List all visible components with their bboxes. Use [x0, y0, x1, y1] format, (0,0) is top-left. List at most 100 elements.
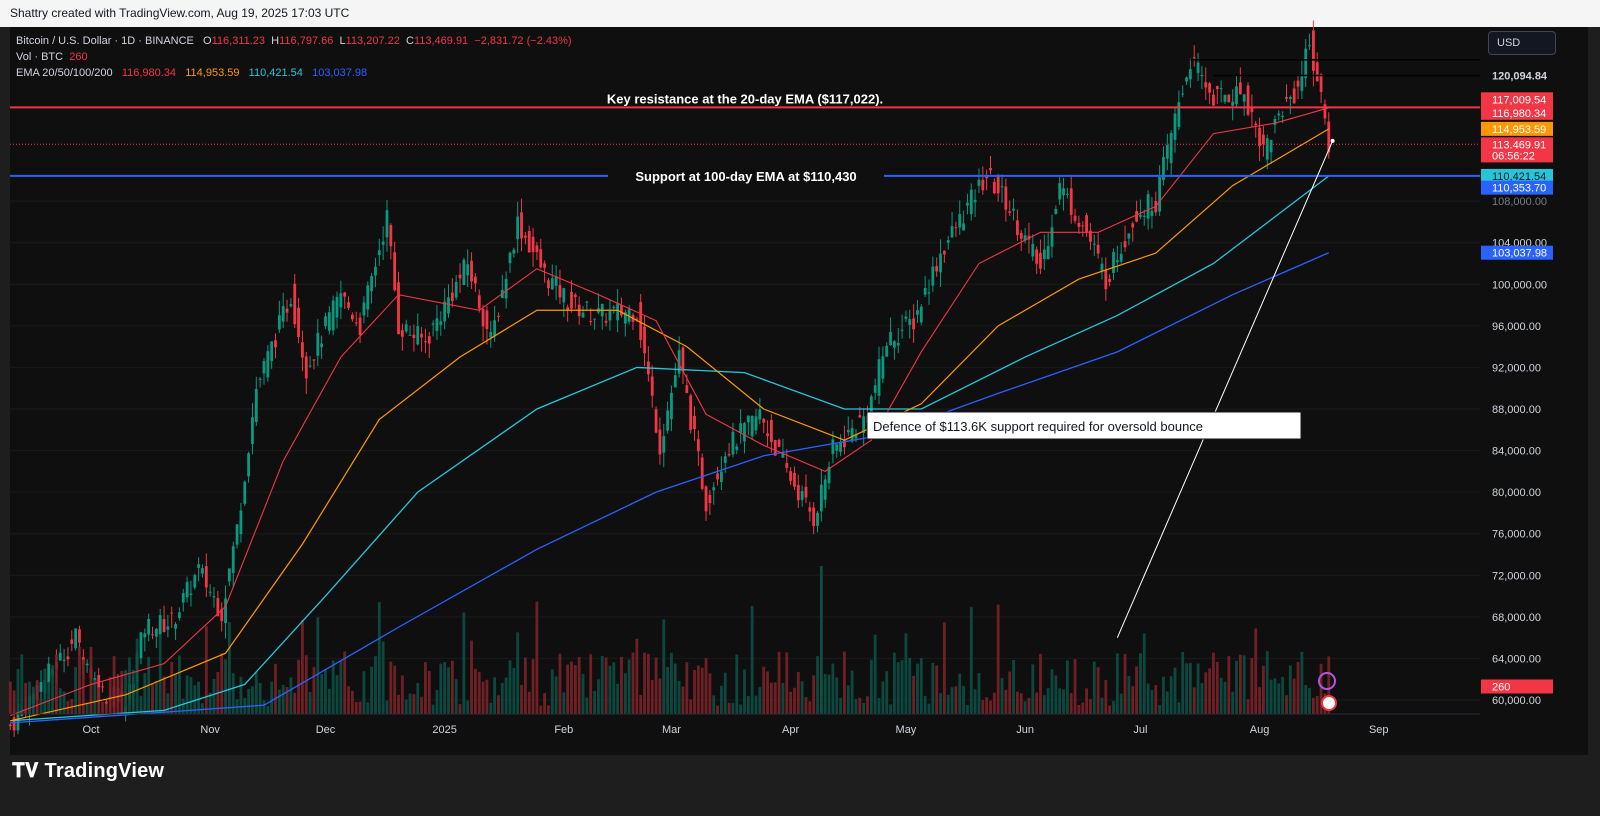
volume-bar [458, 704, 462, 714]
volume-bar [892, 652, 896, 714]
volume-bar [962, 685, 965, 714]
volume-bar [251, 686, 254, 714]
volume-bar [135, 638, 139, 714]
candle-body [862, 416, 866, 433]
volume-bar [166, 693, 170, 714]
volume-bar [1265, 651, 1269, 714]
price-tick-label: 80,000.00 [1492, 487, 1541, 499]
candle-body [912, 318, 916, 330]
volume-bar [316, 617, 320, 714]
volume-spike [819, 566, 823, 714]
brand-text: TradingView [44, 760, 165, 782]
volume-bar [1100, 697, 1104, 714]
volume-bar [543, 693, 546, 714]
volume-bar [1219, 677, 1223, 714]
candle-body [585, 301, 589, 303]
volume-bar [1112, 701, 1115, 714]
volume-bar [681, 686, 685, 714]
volume-bar [493, 677, 497, 714]
volume-bar [1319, 663, 1323, 714]
volume-bar [850, 670, 854, 714]
volume-bar [731, 702, 735, 714]
volume-bar [1242, 655, 1246, 714]
candle-body [539, 249, 543, 268]
chart-frame[interactable] [10, 27, 1588, 755]
candle-body [535, 245, 539, 253]
candle-body [1208, 83, 1212, 93]
candle-body [566, 307, 570, 310]
volume-bar [654, 657, 658, 714]
time-tick-label: Sep [1369, 724, 1389, 736]
time-tick-label: Mar [662, 724, 681, 736]
candle-body [835, 444, 839, 451]
volume-bar [992, 692, 996, 714]
candle-body [900, 329, 904, 331]
candle-body [1000, 186, 1004, 188]
volume-bar [1016, 691, 1019, 714]
candle-body [758, 409, 762, 420]
ema-legend: EMA 20/50/100/200 116,980.34 114,953.59 … [16, 67, 367, 79]
volume-bar [231, 673, 235, 714]
volume-bar [227, 622, 231, 714]
trendline-endpoint [1330, 138, 1335, 143]
volume-bar [954, 686, 958, 714]
candle-body [58, 652, 62, 661]
ema200-line [10, 252, 1330, 724]
currency-button[interactable]: USD [1488, 31, 1556, 55]
candle-body [47, 663, 51, 684]
price-label-2: 116,980.34 [1492, 108, 1546, 120]
volume-bar [597, 679, 600, 714]
candle-body [374, 266, 377, 276]
volume-bar [193, 685, 197, 714]
candle-body [193, 574, 197, 588]
volume-bar [8, 681, 12, 714]
volume-bar [370, 666, 374, 714]
volume-bar [201, 703, 204, 714]
volume-bar [950, 687, 954, 714]
candle-body [389, 225, 393, 247]
candle-body [919, 306, 923, 323]
volume-bar [1173, 667, 1177, 714]
candle-body [773, 440, 777, 456]
volume-bar [604, 657, 608, 714]
candle-body [958, 214, 962, 228]
volume-bar [927, 703, 931, 714]
candle-body [416, 326, 420, 345]
volume-bar [666, 666, 669, 714]
volume-bar [996, 604, 1000, 714]
candle-body [735, 446, 739, 450]
price-tick-label: 88,000.00 [1492, 404, 1541, 416]
candle-body [158, 615, 162, 635]
volume-bar [981, 700, 985, 714]
candle-body [293, 283, 297, 325]
volume-bar [758, 687, 762, 714]
volume-bar [646, 653, 650, 714]
volume-bar [708, 673, 712, 714]
volume-bar [339, 660, 343, 714]
candle-body [950, 226, 954, 238]
volume-bar [885, 671, 889, 714]
time-tick-label: 2025 [432, 724, 456, 736]
volume-bar [600, 655, 604, 714]
volume-bar [1027, 697, 1031, 714]
candle-body [989, 168, 992, 171]
candle-body [1273, 118, 1277, 125]
volume-bar [1065, 660, 1069, 714]
volume-bar [1277, 683, 1281, 714]
candle-body [1215, 86, 1219, 90]
candle-body [750, 415, 754, 437]
volume-bar [858, 697, 862, 714]
volume-bar [366, 702, 370, 714]
volume-bar [739, 704, 743, 714]
volume-bar [662, 619, 666, 714]
volume-bar [420, 696, 423, 714]
volume-bar [1208, 668, 1212, 714]
volume-bar [312, 667, 316, 714]
volume-bar [151, 683, 154, 714]
candle-body [550, 278, 554, 290]
candle-body [1242, 94, 1246, 102]
candle-body [581, 312, 585, 318]
volume-bar [1069, 693, 1073, 714]
horizontal-line-label-0: Key resistance at the 20-day EMA ($117,0… [607, 91, 883, 106]
